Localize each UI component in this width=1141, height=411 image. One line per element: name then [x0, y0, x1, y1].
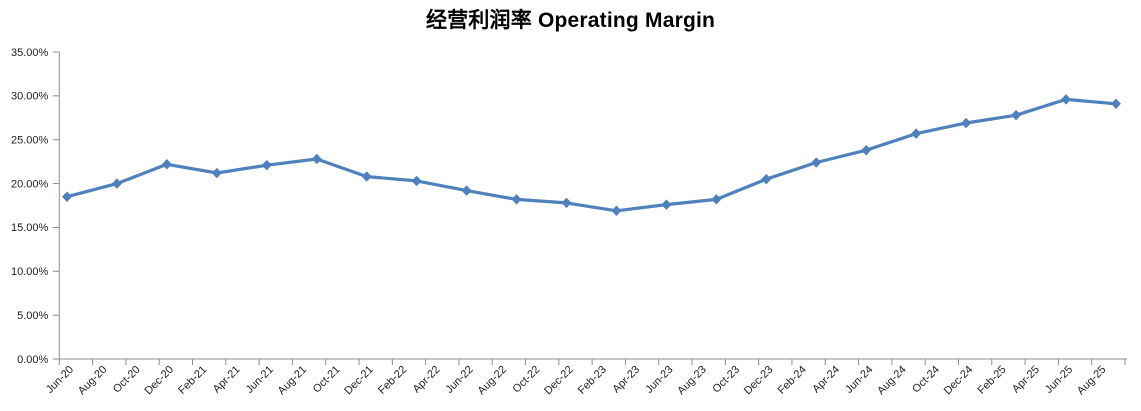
x-tick-label: Dec-24: [942, 364, 976, 398]
data-point-marker: [561, 197, 572, 209]
data-point-marker: [1060, 94, 1072, 105]
data-point-marker: [1110, 98, 1121, 110]
y-tick-label: 15.00%: [11, 222, 49, 234]
x-tick-label: Oct-22: [511, 364, 543, 396]
data-point-marker: [811, 157, 822, 168]
x-tick-label: Oct-20: [111, 364, 143, 396]
data-point-marker: [1011, 109, 1022, 121]
x-tick-label: Apr-25: [1010, 364, 1042, 396]
x-tick-label: Dec-20: [142, 364, 176, 398]
data-point-marker: [411, 175, 422, 187]
y-tick-label: 0.00%: [17, 354, 48, 366]
x-tick-label: Apr-22: [411, 364, 443, 396]
y-tick-label: 35.00%: [11, 47, 49, 59]
x-tick-label: Jun-25: [1043, 364, 1075, 396]
x-tick-label: Feb-21: [176, 364, 209, 397]
x-tick-label: Oct-23: [710, 364, 742, 396]
y-tick-label: 5.00%: [17, 310, 48, 322]
y-tick-label: 20.00%: [11, 178, 49, 190]
data-point-marker: [911, 128, 922, 139]
series-line: [65, 97, 1118, 213]
x-tick-label: Aug-23: [675, 364, 709, 398]
x-tick-label: Jun-24: [843, 364, 875, 396]
x-tick-label: Feb-22: [376, 364, 409, 397]
data-point-marker: [661, 199, 672, 210]
x-tick-label: Dec-21: [342, 364, 376, 398]
x-tick-label: Aug-24: [875, 364, 909, 398]
x-tick-label: Feb-23: [576, 364, 609, 397]
x-tick-label: Aug-22: [475, 364, 509, 398]
x-tick-label: Aug-21: [276, 364, 310, 398]
x-tick-label: Oct-21: [311, 364, 343, 396]
x-tick-label: Aug-20: [76, 364, 110, 398]
data-point-marker: [461, 185, 472, 196]
data-point-marker: [611, 205, 622, 217]
x-tick-label: Feb-25: [975, 364, 1008, 397]
data-point-marker: [961, 117, 972, 129]
data-point-marker: [361, 171, 372, 182]
x-tick-label: Apr-24: [810, 364, 842, 396]
data-point-marker: [61, 191, 73, 203]
y-tick-label: 25.00%: [11, 135, 49, 147]
data-point-marker: [211, 167, 222, 179]
x-tick-label: Apr-21: [211, 364, 243, 396]
data-point-marker: [761, 173, 772, 185]
x-tick-label: Jun-22: [443, 364, 475, 396]
data-point-marker: [261, 159, 272, 171]
data-point-marker: [861, 144, 872, 156]
x-tick-label: Dec-23: [742, 364, 776, 398]
x-tick-label: Dec-22: [542, 364, 576, 398]
x-tick-label: Jun-20: [44, 364, 76, 396]
data-point-marker: [161, 158, 172, 170]
data-point-marker: [111, 178, 122, 189]
x-tick-label: Aug-25: [1075, 364, 1109, 398]
x-tick-label: Jun-21: [244, 364, 276, 396]
data-point-marker: [511, 193, 522, 205]
x-tick-label: Jun-23: [643, 364, 675, 396]
y-tick-label: 10.00%: [11, 266, 49, 278]
x-tick-label: Feb-24: [776, 364, 809, 397]
x-tick-label: Apr-23: [610, 364, 642, 396]
data-point-marker: [711, 193, 722, 205]
data-point-marker: [311, 153, 322, 165]
y-tick-label: 30.00%: [11, 91, 49, 103]
x-tick-label: Oct-24: [910, 364, 942, 396]
chart-title: 经营利润率 Operating Margin: [425, 9, 716, 32]
